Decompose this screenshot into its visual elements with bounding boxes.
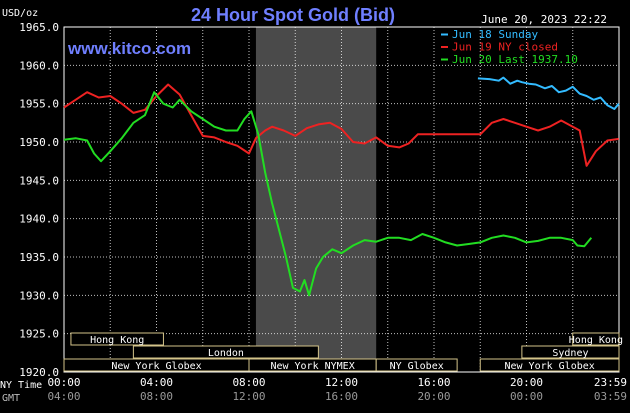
gmt-tick-label: 20:00 (417, 390, 450, 403)
gmt-tick-label: 08:00 (140, 390, 173, 403)
ny-time-axis-label: NY Time (0, 380, 42, 391)
plot-border (63, 26, 620, 373)
y-tick-label: 1955.0 (19, 98, 59, 111)
y-tick-label: 1935.0 (19, 251, 59, 264)
gmt-tick-label: 16:00 (325, 390, 358, 403)
y-tick-label: 1945.0 (19, 174, 59, 187)
y-tick-label: 1940.0 (19, 213, 59, 226)
website-label: www.kitco.com (67, 39, 191, 58)
ny-time-tick-label: 20:00 (510, 376, 543, 389)
market-session-label: New York Globex (504, 361, 594, 372)
gmt-axis-label: GMT (2, 393, 20, 404)
y-tick-label: 1930.0 (19, 289, 59, 302)
y-tick-label: 1920.0 (19, 366, 59, 379)
market-session-bar (521, 345, 620, 359)
ny-time-tick-label: 08:00 (232, 376, 265, 389)
market-session-bar (132, 345, 319, 359)
market-session-label: New York Globex (111, 361, 201, 372)
market-session-bar (572, 332, 620, 346)
y-tick-label: 1925.0 (19, 328, 59, 341)
market-session-label: Hong Kong (569, 335, 623, 346)
y-tick-label: 1960.0 (19, 59, 59, 72)
legend-entry: Jun 19 NY closed (452, 41, 558, 54)
series-line-1 (477, 76, 620, 110)
ny-time-tick-label: 23:59 (594, 376, 627, 389)
market-session-bar (70, 332, 164, 346)
legend-entry: Jun 18 Sunday (452, 28, 538, 41)
market-session-label: London (208, 348, 244, 359)
gmt-tick-label: 12:00 (232, 390, 265, 403)
market-session-label: Sydney (552, 348, 588, 359)
ny-time-tick-label: 00:00 (47, 376, 80, 389)
series-line-3 (63, 91, 593, 297)
market-session-bar (479, 358, 620, 372)
gmt-tick-label: 04:00 (47, 390, 80, 403)
y-tick-label: 1950.0 (19, 136, 59, 149)
chart-title: 24 Hour Spot Gold (Bid) (191, 5, 395, 25)
legend-entry: Jun 20 Last 1937.10 (452, 53, 578, 66)
ny-time-tick-label: 04:00 (140, 376, 173, 389)
gmt-tick-label: 03:59 (594, 390, 627, 403)
gmt-tick-label: 00:00 (510, 390, 543, 403)
timestamp-label: June 20, 2023 22:22 (481, 13, 607, 26)
y-tick-label: 1965.0 (19, 21, 59, 34)
y-unit-label: USD/oz (2, 8, 38, 19)
ny-time-tick-label: 16:00 (417, 376, 450, 389)
market-session-bar (375, 358, 458, 372)
ny-time-tick-label: 12:00 (325, 376, 358, 389)
market-session-label: New York NYMEX (270, 361, 354, 372)
market-session-label: Hong Kong (90, 335, 144, 346)
session-shade (255, 27, 377, 372)
market-session-label: NY Globex (390, 361, 444, 372)
